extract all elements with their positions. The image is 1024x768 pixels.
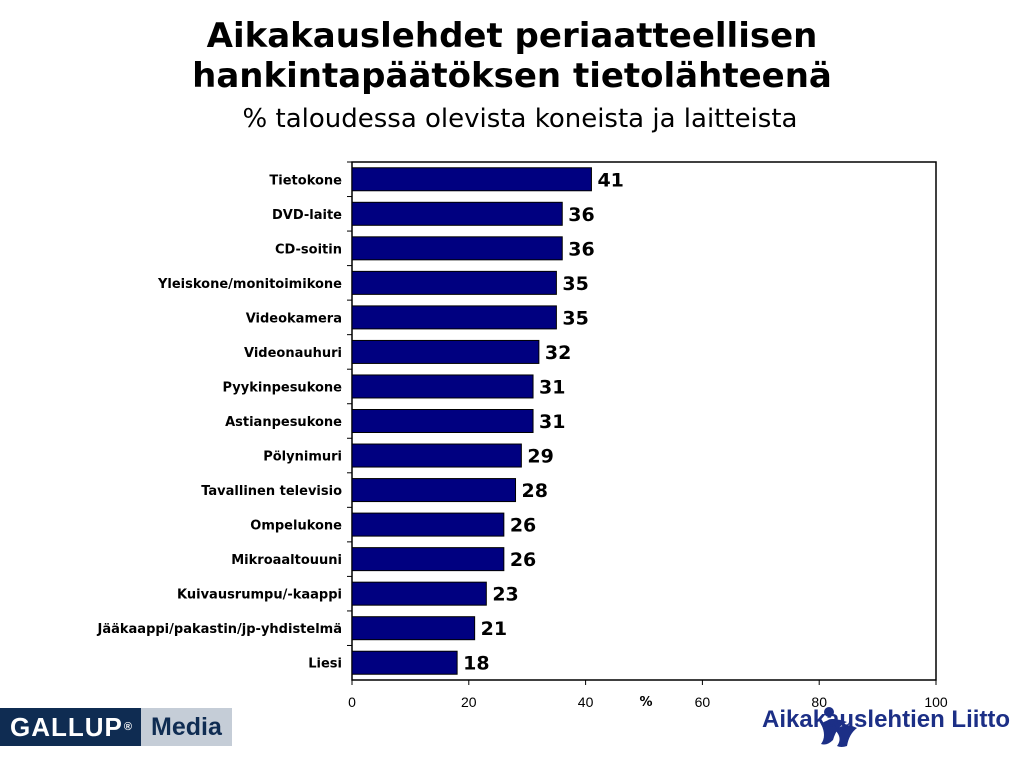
x-tick-label: 80 — [811, 694, 827, 710]
bar — [351, 650, 458, 675]
bar — [351, 374, 534, 399]
category-label: Jääkaappi/pakastin/jp-yhdistelmä — [97, 622, 343, 637]
bar — [351, 478, 517, 503]
category-label: Pyykinpesukone — [223, 380, 343, 395]
chart-title: Aikakauslehdet periaatteellisen hankinta… — [0, 16, 1024, 96]
value-label: 36 — [568, 238, 594, 260]
media-logo-text: Media — [141, 708, 232, 746]
bar — [351, 443, 522, 468]
bar — [351, 305, 557, 330]
gallup-logo-dark-part: GALLUP ® — [0, 708, 141, 746]
category-label: Tavallinen televisio — [201, 484, 342, 499]
gallup-logo-text: GALLUP — [10, 711, 123, 742]
value-label: 32 — [545, 342, 571, 364]
x-tick-label: 0 — [348, 694, 356, 710]
aikakauslehtien-liitto-logo-text: Aikakauslehtien Liitto — [762, 706, 1011, 733]
category-label: CD-soitin — [275, 242, 342, 257]
bar — [351, 616, 476, 641]
value-label: 35 — [562, 307, 588, 329]
bar — [351, 339, 540, 364]
category-label: Videokamera — [246, 311, 342, 326]
value-label: 26 — [510, 515, 536, 537]
chart-subtitle: % taloudessa olevista koneista ja laitte… — [242, 104, 798, 134]
category-label: Mikroaaltouuni — [231, 553, 342, 568]
x-tick-label: 20 — [461, 694, 477, 710]
title-line-1: Aikakauslehdet periaatteellisen — [206, 16, 818, 56]
bar — [351, 581, 487, 606]
bar — [351, 409, 534, 433]
x-axis-title: % — [639, 695, 652, 710]
bar — [351, 547, 505, 572]
value-label: 21 — [481, 618, 507, 640]
aikakauslehtien-liitto-emblem-icon — [821, 707, 857, 747]
category-label: DVD-laite — [272, 208, 342, 223]
value-label: 29 — [527, 446, 553, 468]
value-label: 23 — [492, 584, 518, 606]
registered-mark: ® — [123, 721, 133, 733]
value-label: 41 — [597, 169, 623, 191]
category-label: Tietokone — [269, 173, 342, 188]
category-label: Yleiskone/monitoimikone — [157, 277, 342, 292]
category-label: Astianpesukone — [225, 415, 342, 430]
bar — [351, 270, 557, 295]
x-tick-label: 60 — [695, 694, 711, 710]
x-tick-label: 40 — [578, 694, 594, 710]
title-line-2: hankintapäätöksen tietolähteenä — [192, 56, 832, 96]
bar — [351, 512, 505, 537]
bar — [351, 167, 592, 192]
gallup-media-logo: GALLUP ® Media — [0, 708, 232, 746]
value-label: 36 — [568, 204, 594, 226]
bar — [351, 236, 563, 261]
category-label: Pölynimuri — [263, 450, 342, 465]
value-label: 26 — [510, 549, 536, 571]
value-label: 28 — [522, 480, 548, 502]
value-label: 31 — [539, 376, 565, 398]
category-label: Liesi — [308, 657, 342, 672]
category-label: Ompelukone — [250, 519, 342, 534]
value-label: 31 — [539, 411, 565, 433]
category-label: Videonauhuri — [244, 346, 342, 361]
x-tick-label: 100 — [924, 694, 948, 710]
value-label: 35 — [562, 273, 588, 295]
category-label: Kuivausrumpu/-kaappi — [177, 588, 342, 603]
value-label: 18 — [463, 653, 489, 675]
bar — [351, 201, 563, 226]
